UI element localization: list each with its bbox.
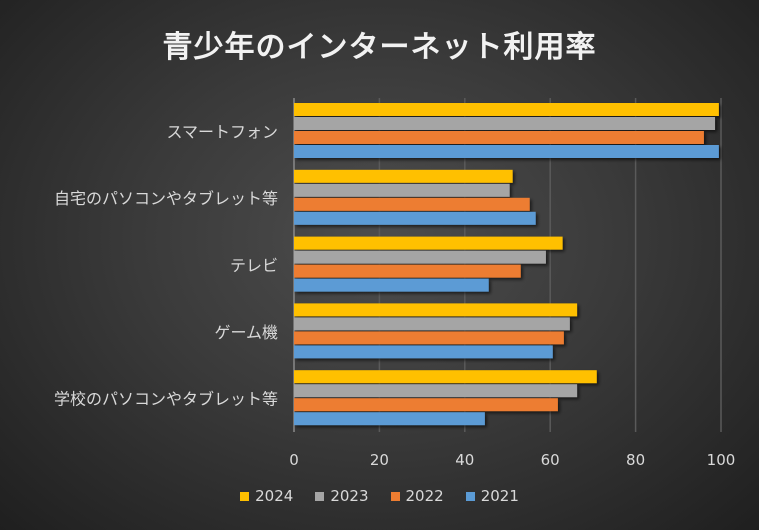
bar-2023 [294, 317, 570, 331]
x-tick-label: 60 [541, 451, 560, 469]
legend-item-2023: 2023 [315, 487, 369, 505]
bar-2022 [294, 331, 564, 345]
bar-2021 [294, 412, 485, 426]
bar-2024 [294, 169, 513, 183]
category-label: テレビ [230, 256, 278, 275]
bar-2024 [294, 236, 563, 250]
bar-2021 [294, 278, 489, 292]
x-tick-label: 20 [370, 451, 389, 469]
chart-title: 青少年のインターネット利用率 [162, 30, 597, 65]
legend-label: 2021 [480, 487, 519, 505]
legend: 2024 2023 2022 2021 [0, 487, 759, 505]
bar-2024 [294, 103, 719, 116]
bar-2023 [294, 250, 546, 264]
bar-2021 [294, 145, 719, 158]
legend-item-2022: 2022 [390, 487, 444, 505]
category-label: ゲーム機 [214, 323, 278, 342]
legend-swatch [465, 491, 475, 501]
bar-2021 [294, 345, 553, 359]
bar-2023 [294, 117, 716, 130]
bar-2022 [294, 398, 558, 412]
bar-2022 [294, 264, 521, 278]
category-label: 自宅のパソコンやタブレット等 [54, 189, 278, 208]
bar-2024 [294, 370, 597, 384]
category-label: スマートフォン [166, 122, 278, 141]
bar-2023 [294, 183, 510, 197]
legend-swatch [315, 491, 325, 501]
bar-2021 [294, 211, 536, 225]
category-label: 学校のパソコンやタブレット等 [54, 390, 278, 409]
x-tick-label: 40 [455, 451, 474, 469]
legend-swatch [390, 491, 400, 501]
legend-label: 2023 [330, 487, 369, 505]
legend-label: 2022 [405, 487, 444, 505]
x-tick-label: 0 [289, 451, 299, 469]
bar-2022 [294, 131, 704, 144]
legend-label: 2024 [255, 487, 294, 505]
legend-swatch [240, 491, 250, 501]
legend-item-2024: 2024 [240, 487, 293, 505]
legend-item-2021: 2021 [465, 487, 519, 505]
x-tick-label: 80 [626, 451, 645, 469]
bar-2022 [294, 197, 530, 211]
bar-2023 [294, 384, 578, 398]
x-tick-label: 100 [707, 451, 736, 469]
bar-2024 [294, 303, 578, 317]
